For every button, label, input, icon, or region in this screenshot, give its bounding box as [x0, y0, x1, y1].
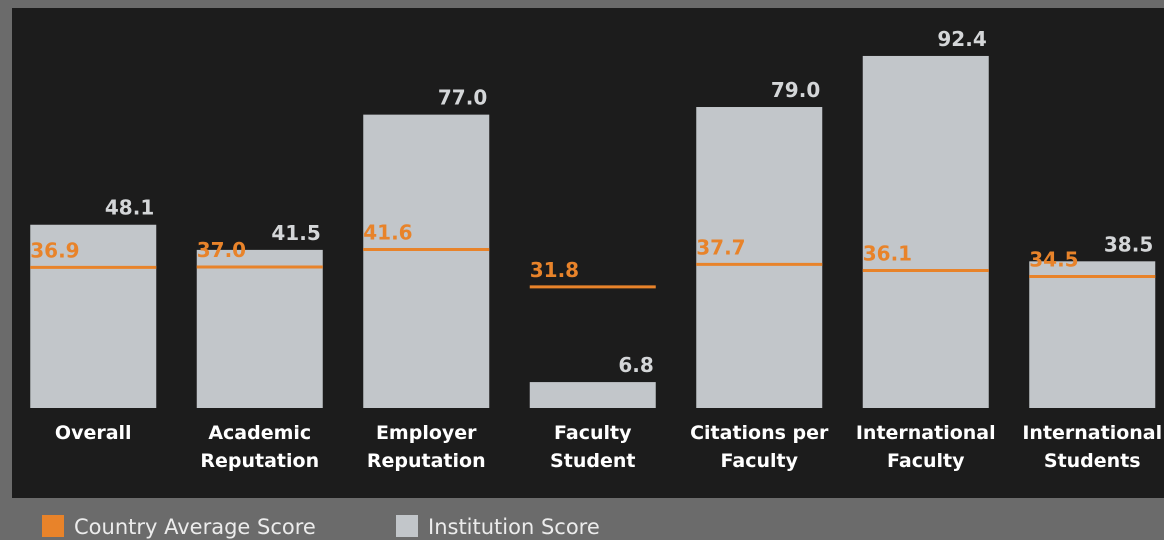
legend-label: Institution Score	[428, 515, 600, 539]
bar-value-label: 79.0	[771, 78, 820, 102]
x-tick-label: Employer	[376, 422, 477, 444]
bar	[862, 55, 989, 409]
legend-label: Country Average Score	[74, 515, 316, 539]
x-tick-label: International	[1022, 422, 1162, 444]
bar	[196, 249, 323, 408]
bar-value-label: 92.4	[937, 27, 986, 51]
x-tick-label: Reputation	[367, 450, 486, 472]
bar	[363, 114, 490, 408]
x-tick-label: Students	[1044, 450, 1141, 472]
bar-value-label: 48.1	[105, 196, 154, 220]
x-tick-label: Reputation	[200, 450, 319, 472]
x-tick-label: Student	[550, 450, 635, 472]
average-value-label: 34.5	[1029, 248, 1078, 272]
x-tick-label: Faculty	[887, 450, 965, 472]
x-tick-label: Faculty	[721, 450, 799, 472]
bar	[30, 224, 157, 408]
bar	[529, 382, 656, 408]
bar	[696, 107, 823, 408]
average-value-label: 37.0	[197, 238, 246, 262]
average-value-label: 41.6	[363, 221, 412, 245]
x-tick-label: Academic	[208, 422, 311, 444]
x-tick-label: Overall	[55, 422, 132, 444]
bar-value-label: 77.0	[438, 86, 487, 110]
bar-value-label: 41.5	[271, 221, 320, 245]
bar	[1029, 261, 1156, 408]
average-value-label: 36.9	[30, 238, 79, 262]
legend-swatch	[396, 515, 418, 537]
x-tick-label: International	[856, 422, 996, 444]
average-value-label: 31.8	[530, 258, 579, 282]
bar-value-label: 6.8	[618, 353, 653, 377]
average-value-label: 37.7	[696, 235, 745, 259]
x-tick-label: Citations per	[690, 422, 829, 444]
x-tick-label: Faculty	[554, 422, 632, 444]
average-value-label: 36.1	[863, 241, 912, 265]
bar-value-label: 38.5	[1104, 232, 1153, 256]
legend-swatch	[42, 515, 64, 537]
